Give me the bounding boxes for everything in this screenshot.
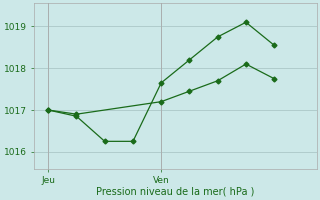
X-axis label: Pression niveau de la mer( hPa ): Pression niveau de la mer( hPa )	[96, 187, 254, 197]
